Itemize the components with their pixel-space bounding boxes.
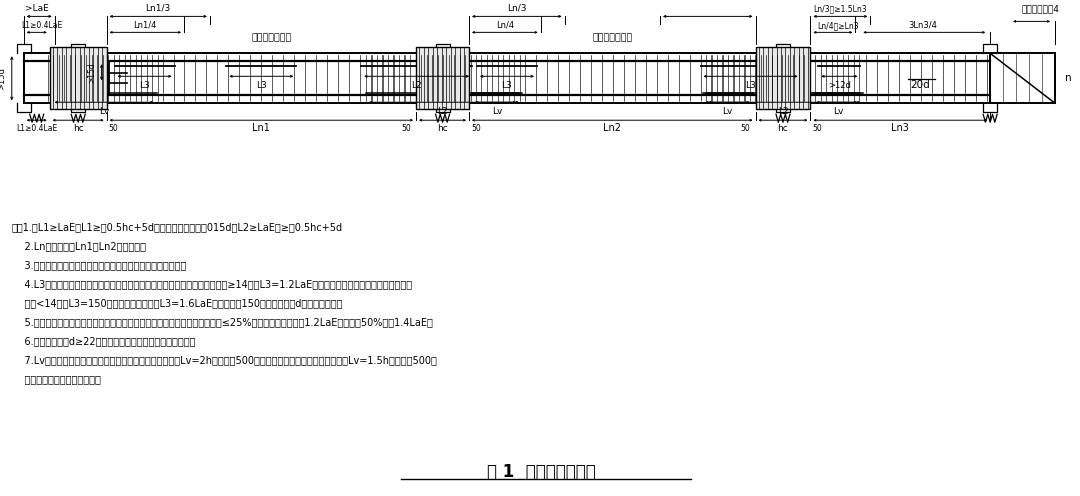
Bar bbox=[990, 54, 1055, 103]
Text: Ln3: Ln3 bbox=[891, 123, 909, 133]
Text: 通长筋或架立筋: 通长筋或架立筋 bbox=[252, 33, 292, 42]
Text: L2: L2 bbox=[437, 107, 448, 116]
Text: Lv: Lv bbox=[833, 107, 843, 116]
Text: L3: L3 bbox=[745, 81, 756, 90]
Text: L2: L2 bbox=[778, 107, 788, 116]
Text: Ln1/3: Ln1/3 bbox=[146, 4, 171, 13]
Text: 非抗震框架梁无箍筋加密区。: 非抗震框架梁无箍筋加密区。 bbox=[12, 374, 100, 384]
Text: 端部做法见图4: 端部做法见图4 bbox=[1021, 4, 1059, 13]
Text: Lv: Lv bbox=[99, 107, 109, 116]
Bar bbox=[50, 47, 107, 109]
Text: 3.当支座面筋在原位标注长度时，钉筋长度以原位标注为准。: 3.当支座面筋在原位标注长度时，钉筋长度以原位标注为准。 bbox=[12, 260, 186, 270]
Text: Ln/3且≥1.5Ln3: Ln/3且≥1.5Ln3 bbox=[813, 4, 867, 13]
Text: L3: L3 bbox=[501, 81, 512, 90]
Text: 图 1  框架梁配筋构造: 图 1 框架梁配筋构造 bbox=[486, 463, 595, 481]
Text: Ln2: Ln2 bbox=[604, 123, 621, 133]
Text: 20d: 20d bbox=[910, 80, 930, 90]
Text: hc: hc bbox=[72, 124, 83, 133]
Bar bbox=[756, 47, 810, 109]
Bar bbox=[416, 47, 469, 109]
Text: L1≥0.4LaE: L1≥0.4LaE bbox=[22, 21, 63, 30]
Text: Lv: Lv bbox=[491, 107, 502, 116]
Text: L3: L3 bbox=[139, 81, 150, 90]
Text: Ln1: Ln1 bbox=[253, 123, 270, 133]
Text: L1≥0.4LaE: L1≥0.4LaE bbox=[16, 124, 57, 133]
Text: 4.L3为架立筋与面筋的搭接长度，当通长筋与架立筋同时存在且架立筋直径≥14时，L3=1.2LaE；当通长筋与架立筋同时存在且架立筋: 4.L3为架立筋与面筋的搭接长度，当通长筋与架立筋同时存在且架立筋直径≥14时，… bbox=[12, 279, 411, 289]
Bar bbox=[24, 54, 990, 103]
Text: hc: hc bbox=[437, 124, 448, 133]
Text: Ln/4且≥Ln3: Ln/4且≥Ln3 bbox=[818, 21, 859, 30]
Text: n: n bbox=[1065, 73, 1071, 83]
Text: 直径<14时，L3=150；当只有架立筋时，L3=1.6LaE（抗震）、150（非抗震），d为架立筋直径。: 直径<14时，L3=150；当只有架立筋时，L3=1.6LaE（抗震）、150（… bbox=[12, 298, 342, 308]
Text: 50: 50 bbox=[812, 124, 822, 133]
Text: >15d: >15d bbox=[0, 67, 6, 90]
Text: 通长筋或架立筋: 通长筋或架立筋 bbox=[592, 33, 633, 42]
Text: 50: 50 bbox=[109, 124, 119, 133]
Text: 注：1.当L1≥LaE且L1≥。0.5hc+5d时，则无需垂直弯折015d；L2≥LaE且≥。0.5hc+5d: 注：1.当L1≥LaE且L1≥。0.5hc+5d时，则无需垂直弯折015d；L2… bbox=[12, 222, 343, 232]
Text: 6.当通长筋直径d≥22时，应采用焊接接头或机械连接接头。: 6.当通长筋直径d≥22时，应采用焊接接头或机械连接接头。 bbox=[12, 336, 195, 346]
Text: 50: 50 bbox=[402, 124, 411, 133]
Text: Lv: Lv bbox=[723, 107, 732, 116]
Text: >LaE: >LaE bbox=[25, 4, 49, 13]
Text: 3Ln3/4: 3Ln3/4 bbox=[908, 21, 937, 30]
Text: hc: hc bbox=[778, 124, 788, 133]
Text: 7.Lv为梁箍筋加密区的范围，对一级抗震等级的框架梁，Lv=2h且不小于500；对二、三、四抗震等级的框架梁，Lv=1.5h且不小于500。: 7.Lv为梁箍筋加密区的范围，对一级抗震等级的框架梁，Lv=2h且不小于500；… bbox=[12, 355, 436, 365]
Text: L2: L2 bbox=[411, 81, 422, 90]
Text: Ln/4: Ln/4 bbox=[496, 21, 514, 30]
Text: L3: L3 bbox=[256, 81, 267, 90]
Text: 50: 50 bbox=[471, 124, 481, 133]
Text: 50: 50 bbox=[741, 124, 751, 133]
Text: Ln1/4: Ln1/4 bbox=[134, 21, 157, 30]
Text: >15d: >15d bbox=[87, 62, 96, 83]
Text: >12d: >12d bbox=[828, 81, 851, 90]
Text: 5.通长筋应尽量在梁跨中附近搭接，当同一连接区段内搭接钉筋面积百分率≤25%时，鑉筋搭接长度为1.2LaE；不大于50%时为1.4LaE。: 5.通长筋应尽量在梁跨中附近搭接，当同一连接区段内搭接钉筋面积百分率≤25%时，… bbox=[12, 317, 433, 327]
Text: Ln/3: Ln/3 bbox=[507, 4, 527, 13]
Text: 2.Ln为相邻两跨Ln1、Ln2之较大値。: 2.Ln为相邻两跨Ln1、Ln2之较大値。 bbox=[12, 241, 146, 251]
